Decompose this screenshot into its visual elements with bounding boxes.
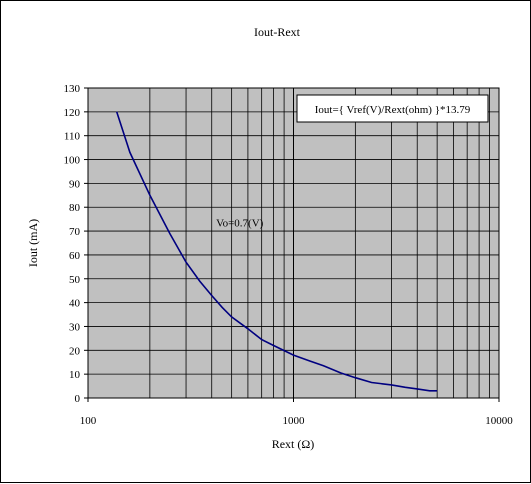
y-tick-label: 60 — [69, 250, 81, 262]
x-axis-ticks: 100 1000 10000 — [80, 398, 513, 427]
y-axis-label: Iout (mA) — [26, 219, 40, 267]
y-tick-label: 100 — [64, 155, 81, 167]
y-tick-label: 30 — [69, 321, 81, 333]
y-tick-label: 50 — [69, 274, 81, 286]
series-line — [115, 111, 438, 392]
y-tick-label: 130 — [64, 83, 81, 95]
x-tick-label: 10000 — [485, 415, 513, 427]
y-axis-ticks: 0 10 20 30 40 50 60 70 80 90 100 110 120 130 — [64, 83, 88, 405]
formula-annotation: Iout={ Vref(V)/Rext(ohm) }*13.79 — [315, 104, 471, 116]
x-tick-label: 1000 — [283, 415, 306, 427]
y-tick-label: 110 — [64, 131, 81, 143]
y-tick-label: 10 — [69, 369, 81, 381]
grid-lines — [88, 88, 499, 398]
y-tick-label: 20 — [69, 345, 81, 357]
y-tick-label: 40 — [69, 298, 81, 310]
x-axis-label: Rext (Ω) — [272, 437, 315, 451]
y-tick-label: 90 — [69, 178, 81, 190]
y-tick-label: 70 — [69, 226, 81, 238]
y-tick-label: 0 — [75, 393, 81, 405]
y-tick-label: 120 — [64, 107, 81, 119]
formula-box — [296, 94, 489, 123]
annotation-vo: Vo=0.7(V) — [216, 217, 264, 229]
x-tick-label: 100 — [80, 415, 97, 427]
chart-title: Iout-Rext — [254, 25, 301, 39]
y-tick-label: 80 — [69, 202, 81, 214]
